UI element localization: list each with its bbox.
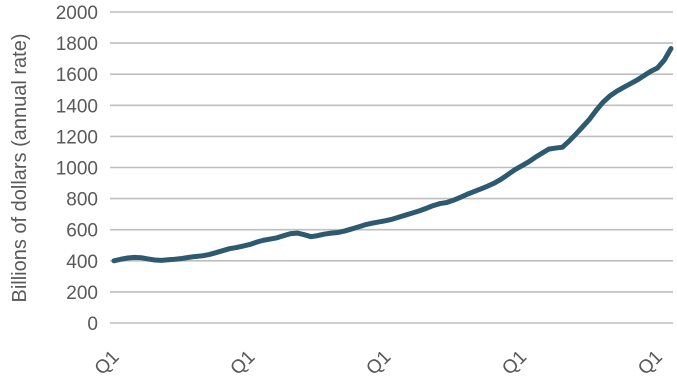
x-tick-label: Q1 — [362, 347, 395, 377]
y-tick-label: 800 — [66, 190, 98, 211]
y-axis-ticks: 0 200 400 600 800 1000 1200 1400 1600 1800 2000 — [56, 3, 98, 335]
x-tick-label: Q1 — [227, 347, 260, 377]
x-tick-label: Q1 — [91, 347, 124, 377]
x-axis-ticks: Q1 Q1 Q1 Q1 Q1 — [91, 347, 667, 377]
y-axis-label: Billions of dollars (annual rate) — [9, 33, 31, 302]
y-tick-label: 1600 — [56, 65, 98, 86]
y-tick-label: 0 — [87, 314, 98, 335]
y-tick-label: 1200 — [56, 127, 98, 148]
y-tick-label: 600 — [66, 221, 98, 242]
y-tick-label: 1400 — [56, 96, 98, 117]
y-tick-label: 1000 — [56, 159, 98, 180]
y-tick-label: 2000 — [56, 3, 98, 24]
x-tick-label: Q1 — [634, 347, 667, 377]
y-tick-label: 1800 — [56, 34, 98, 55]
y-tick-label: 200 — [66, 283, 98, 304]
series-layer — [111, 46, 674, 264]
x-tick-label: Q1 — [498, 347, 531, 377]
series-line — [111, 46, 674, 264]
gridlines — [110, 11, 673, 324]
y-tick-label: 400 — [66, 252, 98, 273]
